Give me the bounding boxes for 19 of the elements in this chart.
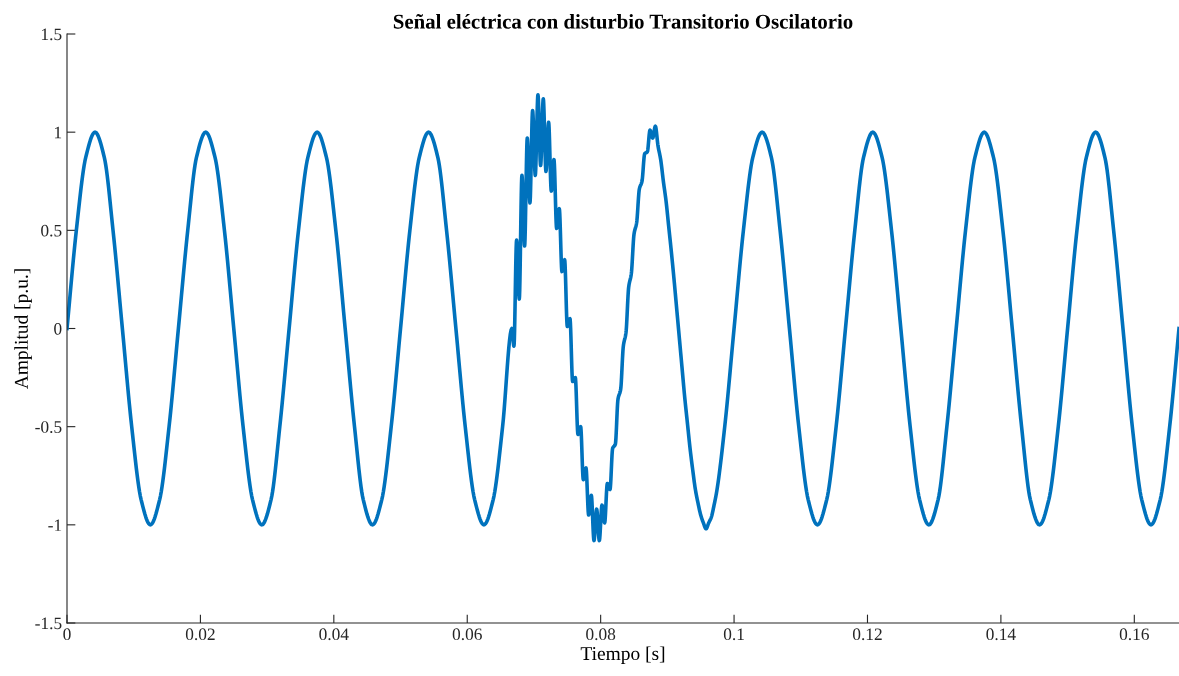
x-tick-label: 0.12 [852,628,882,641]
x-tick-label: 0.08 [586,628,616,641]
x-tick-label: 0.16 [1119,628,1149,641]
y-tick-label: 1 [54,126,62,139]
chart-title: Señal eléctrica con disturbio Transitorio Oscilatorio [393,13,853,29]
x-tick-label: 0.1 [723,628,744,641]
y-axis-title: Amplitud [p.u.] [14,269,32,390]
y-tick-label: -1 [48,519,62,531]
y-tick-label: 1.5 [41,28,62,41]
x-tick-label: 0.02 [185,628,215,641]
y-tick-label: -1.5 [35,617,62,630]
x-tick-label: 0 [63,628,71,641]
y-tick-label: -0.5 [35,421,62,433]
x-tick-label: 0.06 [452,628,482,641]
x-tick-label: 0.14 [986,628,1016,641]
y-tick-label: 0 [54,322,62,335]
x-axis-title: Tiempo [s] [580,646,665,665]
x-tick-label: 0.04 [319,628,349,641]
y-tick-label: 0.5 [41,224,62,237]
